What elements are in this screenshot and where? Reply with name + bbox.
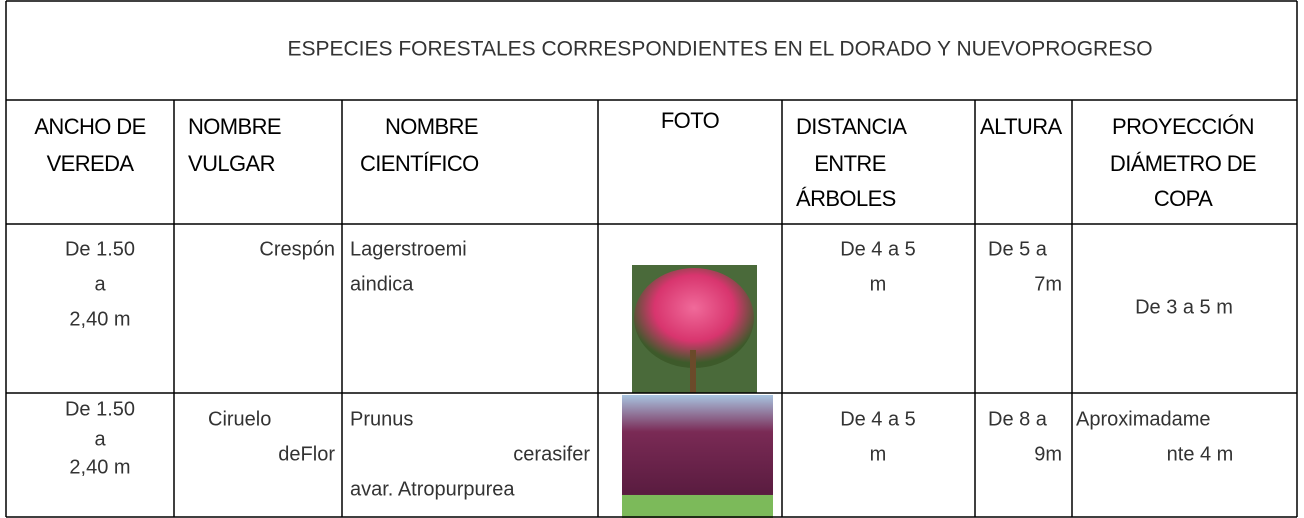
table-title: ESPECIES FORESTALES CORRESPONDIENTES EN … [287, 38, 1152, 61]
photo-ciruelo [622, 395, 773, 518]
table-cell: 2,40 m [69, 456, 130, 478]
table-cell: 9m [1034, 443, 1062, 465]
table-cell: 2,40 m [69, 308, 130, 330]
header-cell: FOTO [661, 108, 720, 133]
header-cell: PROYECCIÓN [1112, 114, 1254, 139]
table-cell: Crespón [259, 238, 335, 260]
header-cell: NOMBRE [385, 114, 478, 139]
header-cell: DIÁMETRO DE [1110, 151, 1256, 176]
table-cell: a [94, 428, 106, 450]
header-cell: COPA [1154, 186, 1213, 211]
header-cell: ENTRE [814, 151, 886, 176]
table-cell: Prunus [350, 408, 413, 430]
header-cell: VULGAR [188, 151, 275, 176]
table-cell: De 4 a 5 [840, 408, 916, 430]
table-cell: Aproximadame [1076, 408, 1211, 430]
header-cell: ÁRBOLES [796, 186, 896, 211]
photo-crespon [632, 265, 757, 393]
table-cell: De 1.50 [65, 398, 135, 420]
table-cell: m [870, 443, 887, 465]
table-cell: a [94, 273, 106, 295]
header-cell: NOMBRE [188, 114, 281, 139]
table-cell: De 3 a 5 m [1135, 296, 1233, 318]
table-cell: De 1.50 [65, 238, 135, 260]
header-cell: CIENTÍFICO [360, 151, 479, 176]
header-cell: VEREDA [47, 151, 135, 176]
table-cell: deFlor [278, 443, 335, 465]
table-cell: nte 4 m [1167, 443, 1234, 465]
table-cell: aindica [350, 273, 414, 295]
table-lines [5, 0, 1298, 518]
table-cell: De 5 a [988, 238, 1048, 260]
table-cell: cerasifer [513, 443, 590, 465]
header-cell: ALTURA [980, 114, 1062, 139]
table-cell: Ciruelo [208, 408, 271, 430]
table-cell: Lagerstroemi [350, 238, 467, 260]
table-cell: De 4 a 5 [840, 238, 916, 260]
table-cell: De 8 a [988, 408, 1048, 430]
header-cell: DISTANCIA [796, 114, 907, 139]
header-cell: ANCHO DE [34, 114, 145, 139]
table-cell: m [870, 273, 887, 295]
table-cell: avar. Atropurpurea [350, 478, 515, 500]
table-cell: 7m [1034, 273, 1062, 295]
